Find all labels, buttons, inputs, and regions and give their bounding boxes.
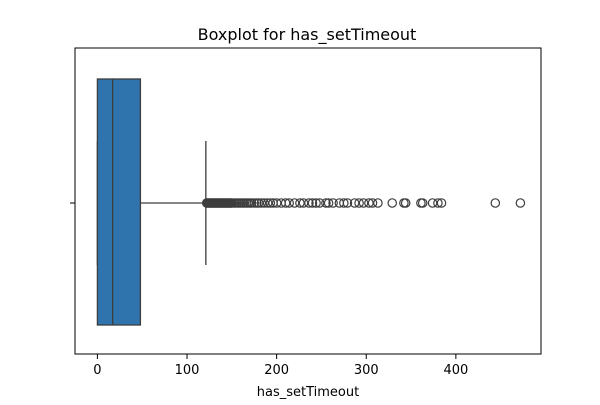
outlier-point	[284, 198, 294, 208]
chart-title: Boxplot for has_setTimeout	[198, 25, 417, 45]
outlier-point	[417, 198, 428, 208]
x-tick-label: 200	[264, 363, 289, 378]
x-tick-label: 400	[443, 363, 468, 378]
x-axis-label: has_setTimeout	[257, 385, 359, 400]
outlier-point	[342, 198, 353, 208]
outlier-point	[321, 198, 331, 208]
outlier-point	[433, 198, 443, 208]
outlier-point	[515, 198, 526, 208]
outlier-point	[328, 198, 338, 208]
outlier-point	[490, 198, 501, 208]
outlier-point	[246, 198, 257, 208]
outlier-point	[323, 198, 334, 208]
iqr-box	[96, 78, 142, 326]
outlier-point	[307, 198, 318, 208]
outlier-point	[436, 198, 447, 208]
outlier-point	[354, 198, 364, 208]
outlier-point	[249, 198, 260, 208]
x-tick-label: 0	[93, 363, 101, 378]
x-tick-label: 300	[354, 363, 379, 378]
plot-frame	[74, 47, 542, 355]
outlier-point	[304, 198, 314, 208]
outlier-point	[311, 198, 321, 208]
outlier-point	[400, 198, 411, 208]
box-plot	[96, 78, 207, 326]
outlier-point	[339, 198, 349, 208]
outlier-points	[201, 198, 526, 208]
outlier-point	[265, 198, 276, 208]
x-tick-label: 100	[175, 363, 200, 378]
x-axis: 0 100 200 300 400	[93, 354, 468, 378]
outlier-point	[367, 198, 378, 208]
outlier-point	[387, 198, 398, 208]
outlier-point	[373, 198, 383, 208]
